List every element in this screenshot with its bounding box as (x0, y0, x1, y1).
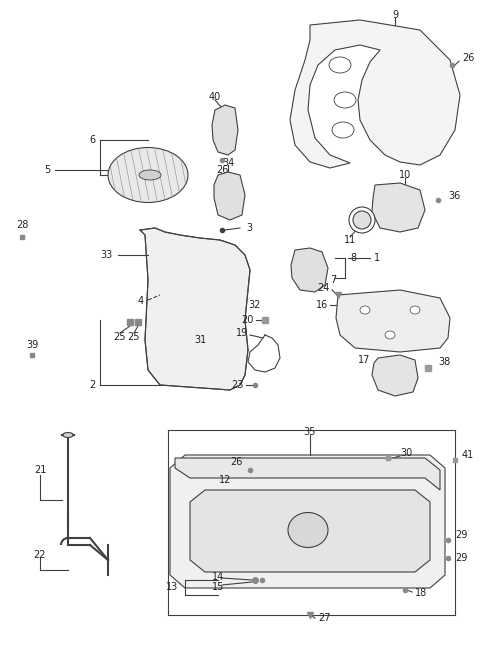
Text: 9: 9 (392, 10, 398, 20)
Ellipse shape (329, 57, 351, 73)
Polygon shape (175, 458, 440, 490)
Text: 30: 30 (400, 448, 412, 458)
Text: 32: 32 (248, 300, 260, 310)
Text: 17: 17 (358, 355, 370, 365)
Text: 23: 23 (232, 380, 244, 390)
Polygon shape (212, 105, 238, 155)
Text: 18: 18 (415, 588, 427, 598)
Ellipse shape (288, 513, 328, 547)
Polygon shape (336, 290, 450, 352)
Polygon shape (214, 172, 245, 220)
Text: 10: 10 (399, 170, 411, 180)
Text: 26: 26 (230, 457, 243, 467)
Text: KIA: KIA (145, 173, 155, 177)
Text: 26: 26 (462, 53, 474, 63)
Text: 12: 12 (219, 475, 231, 485)
Text: 28: 28 (16, 220, 28, 230)
Ellipse shape (353, 211, 371, 229)
Text: 6: 6 (89, 135, 95, 145)
Polygon shape (190, 490, 430, 572)
Ellipse shape (332, 122, 354, 138)
Ellipse shape (410, 306, 420, 314)
Text: 38: 38 (438, 357, 450, 367)
Text: 25: 25 (114, 332, 126, 342)
Polygon shape (372, 183, 425, 232)
Text: 22: 22 (34, 550, 46, 560)
Text: 36: 36 (448, 191, 460, 201)
Text: 24: 24 (318, 283, 330, 293)
Polygon shape (372, 355, 418, 396)
Text: 11: 11 (344, 235, 356, 245)
Text: 40: 40 (209, 92, 221, 102)
Text: 16: 16 (316, 300, 328, 310)
Text: 26: 26 (216, 165, 228, 175)
Polygon shape (170, 455, 445, 588)
Text: 13: 13 (166, 582, 178, 592)
Ellipse shape (385, 331, 395, 339)
Polygon shape (140, 228, 250, 390)
Text: 29: 29 (455, 553, 468, 563)
Text: 7: 7 (330, 275, 336, 285)
Text: 29: 29 (455, 530, 468, 540)
Ellipse shape (349, 207, 375, 233)
Text: 25: 25 (128, 332, 140, 342)
Ellipse shape (139, 170, 161, 180)
Text: 2: 2 (89, 380, 95, 390)
Text: 1: 1 (374, 253, 380, 263)
Text: 35: 35 (304, 427, 316, 437)
Text: 8: 8 (350, 253, 356, 263)
Text: 37: 37 (189, 515, 201, 525)
Text: 14: 14 (212, 572, 224, 582)
Ellipse shape (360, 306, 370, 314)
Text: 33: 33 (101, 250, 113, 260)
Text: 20: 20 (241, 315, 254, 325)
Text: 21: 21 (34, 465, 46, 475)
Text: 27: 27 (318, 613, 331, 623)
Ellipse shape (63, 432, 73, 438)
Polygon shape (290, 20, 460, 168)
Text: 3: 3 (246, 223, 252, 233)
Text: 5: 5 (44, 165, 50, 175)
Ellipse shape (108, 148, 188, 203)
Text: 41: 41 (462, 450, 474, 460)
Text: 31: 31 (194, 335, 206, 345)
Text: 4: 4 (138, 296, 144, 306)
Text: 19: 19 (236, 328, 248, 338)
Text: 34: 34 (222, 158, 234, 168)
Text: 39: 39 (26, 340, 38, 350)
Text: 15: 15 (212, 582, 224, 592)
Polygon shape (291, 248, 328, 292)
Ellipse shape (334, 92, 356, 108)
